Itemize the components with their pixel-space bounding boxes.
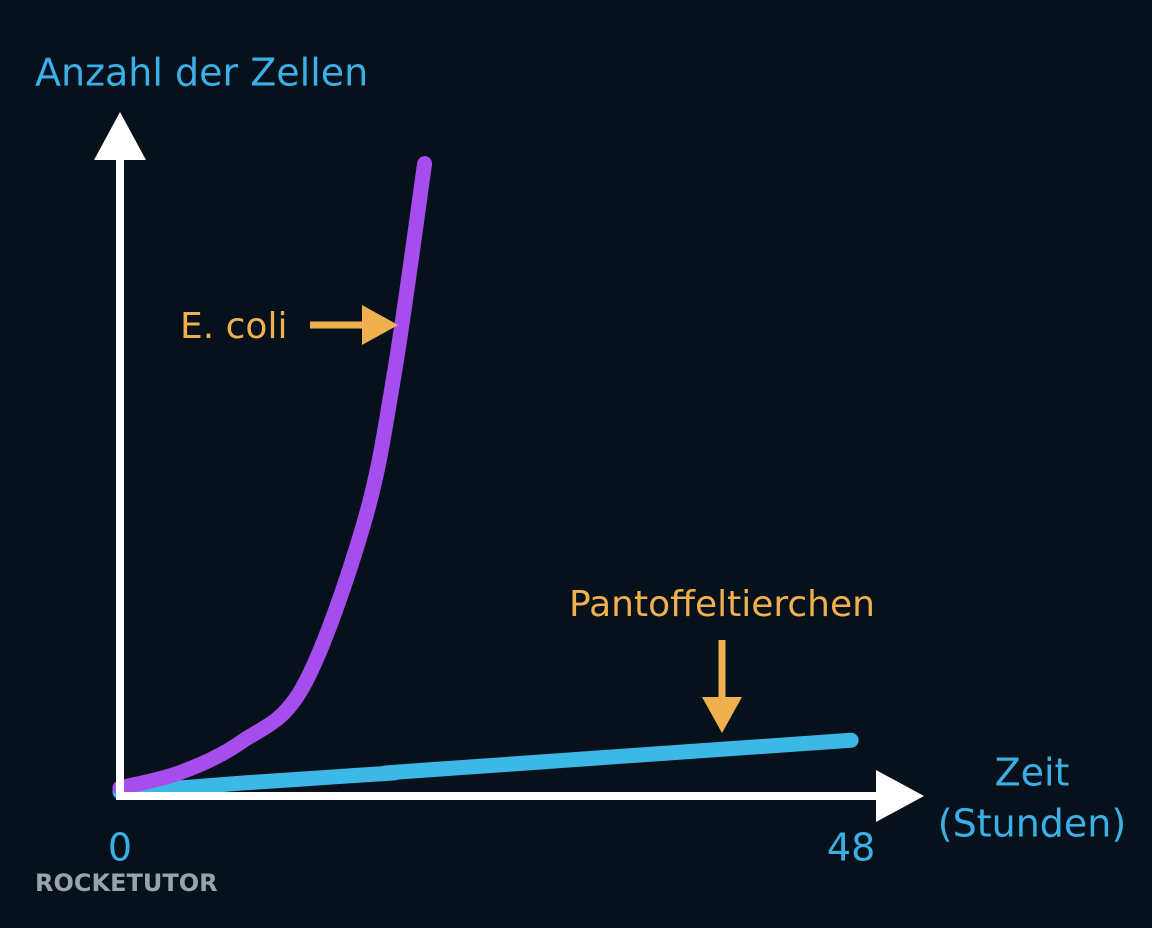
series-label: E. coli (180, 306, 287, 347)
y-axis-title: Anzahl der Zellen (35, 51, 368, 95)
series-label: Pantoffeltierchen (569, 584, 875, 625)
y-axis-arrow (94, 112, 146, 160)
annotation-arrow (310, 305, 398, 345)
data-line (112, 732, 859, 800)
x-axis-title: Zeit (995, 751, 1070, 795)
data-line (112, 156, 433, 796)
x-axis-title: (Stunden) (938, 802, 1126, 846)
x-tick-label: 48 (827, 826, 875, 870)
x-axis-arrow (876, 770, 924, 822)
plot-area (112, 156, 859, 800)
annotation-arrow (702, 640, 742, 733)
x-tick-label: 0 (108, 826, 132, 870)
watermark: ROCKETUTOR (35, 869, 218, 897)
